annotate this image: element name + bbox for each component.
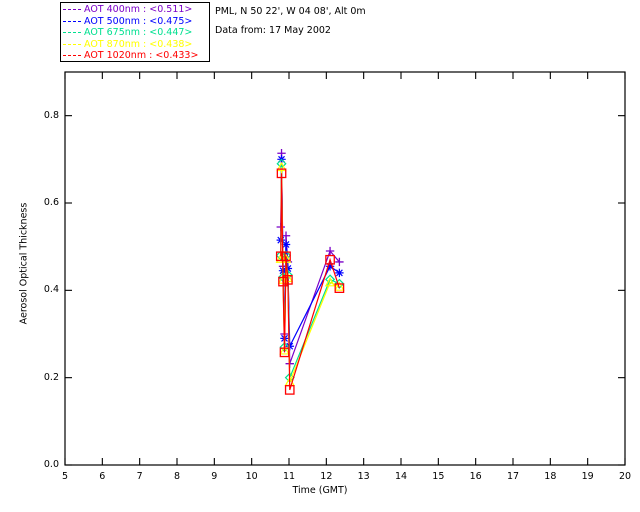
x-tick-label: 14 <box>394 471 408 482</box>
legend-entry: AOT 1020nm : <0.433> <box>63 50 209 62</box>
x-tick-label: 15 <box>432 471 445 482</box>
y-tick-label: 0.6 <box>43 197 59 208</box>
data-date-text: Data from: 17 May 2002 <box>215 25 331 36</box>
x-tick-label: 19 <box>581 471 594 482</box>
plot-frame <box>64 71 626 466</box>
legend-line-swatch <box>63 20 81 22</box>
marker-square <box>278 276 288 287</box>
x-tick-label: 11 <box>282 471 296 482</box>
marker-square <box>334 283 345 294</box>
legend-label: AOT 1020nm : <0.433> <box>84 50 199 62</box>
marker-square <box>284 385 295 395</box>
marker-asterisk <box>283 264 293 273</box>
marker-asterisk <box>325 262 335 271</box>
legend-line-swatch <box>63 43 81 45</box>
x-tick-label: 17 <box>506 471 520 482</box>
x-tick-label: 5 <box>61 471 69 482</box>
marker-square <box>275 251 286 262</box>
legend-line-swatch <box>63 32 81 34</box>
x-tick-label: 18 <box>544 471 557 482</box>
legend-line-swatch <box>63 9 81 11</box>
y-tick-label: 0.2 <box>43 371 59 383</box>
legend-label: AOT 675nm : <0.447> <box>84 27 193 39</box>
legend-line-swatch <box>63 55 81 57</box>
x-tick-label: 6 <box>99 471 106 482</box>
legend-entry: AOT 675nm : <0.447> <box>63 27 209 39</box>
marker-triangle <box>334 281 345 291</box>
x-tick-label: 7 <box>136 471 143 482</box>
series-line-4 <box>280 173 340 391</box>
site-info-text: PML, N 50 22', W 04 08', Alt 0m <box>215 6 366 17</box>
marker-asterisk <box>281 240 291 249</box>
x-tick-label: 20 <box>618 471 632 482</box>
marker-square <box>279 347 290 358</box>
marker-square <box>281 251 291 262</box>
marker-square <box>276 168 287 179</box>
legend: AOT 400nm : <0.511> AOT 500nm : <0.475> AO… <box>60 2 210 62</box>
x-tick-label: 8 <box>173 471 181 482</box>
marker-plus <box>325 246 335 256</box>
x-tick-label: 13 <box>357 471 370 482</box>
x-tick-label: 16 <box>469 471 482 482</box>
marker-square <box>283 275 293 285</box>
legend-label: AOT 870nm : <0.438> <box>84 38 193 50</box>
y-tick-label: 0.8 <box>43 109 59 121</box>
legend-label: AOT 500nm : <0.475> <box>84 15 193 27</box>
x-tick-label: 9 <box>211 471 218 482</box>
y-tick-label: 0.4 <box>43 284 59 296</box>
x-tick-label: 10 <box>245 471 258 482</box>
marker-plus <box>335 257 344 267</box>
x-tick-label: 12 <box>320 471 333 482</box>
marker-triangle <box>324 277 336 287</box>
legend-entry: AOT 870nm : <0.438> <box>63 39 209 51</box>
marker-asterisk <box>335 268 344 278</box>
marker-triangle <box>279 345 290 355</box>
y-tick-label: 0.0 <box>43 459 59 470</box>
marker-triangle <box>276 161 287 172</box>
legend-entry: AOT 500nm : <0.475> <box>63 16 209 28</box>
legend-label: AOT 400nm : <0.511> <box>84 4 193 16</box>
marker-plus <box>281 231 291 240</box>
x-axis-label: Time (GMT) <box>292 485 348 496</box>
legend-entry: AOT 400nm : <0.511> <box>63 4 209 16</box>
marker-square <box>325 254 335 265</box>
